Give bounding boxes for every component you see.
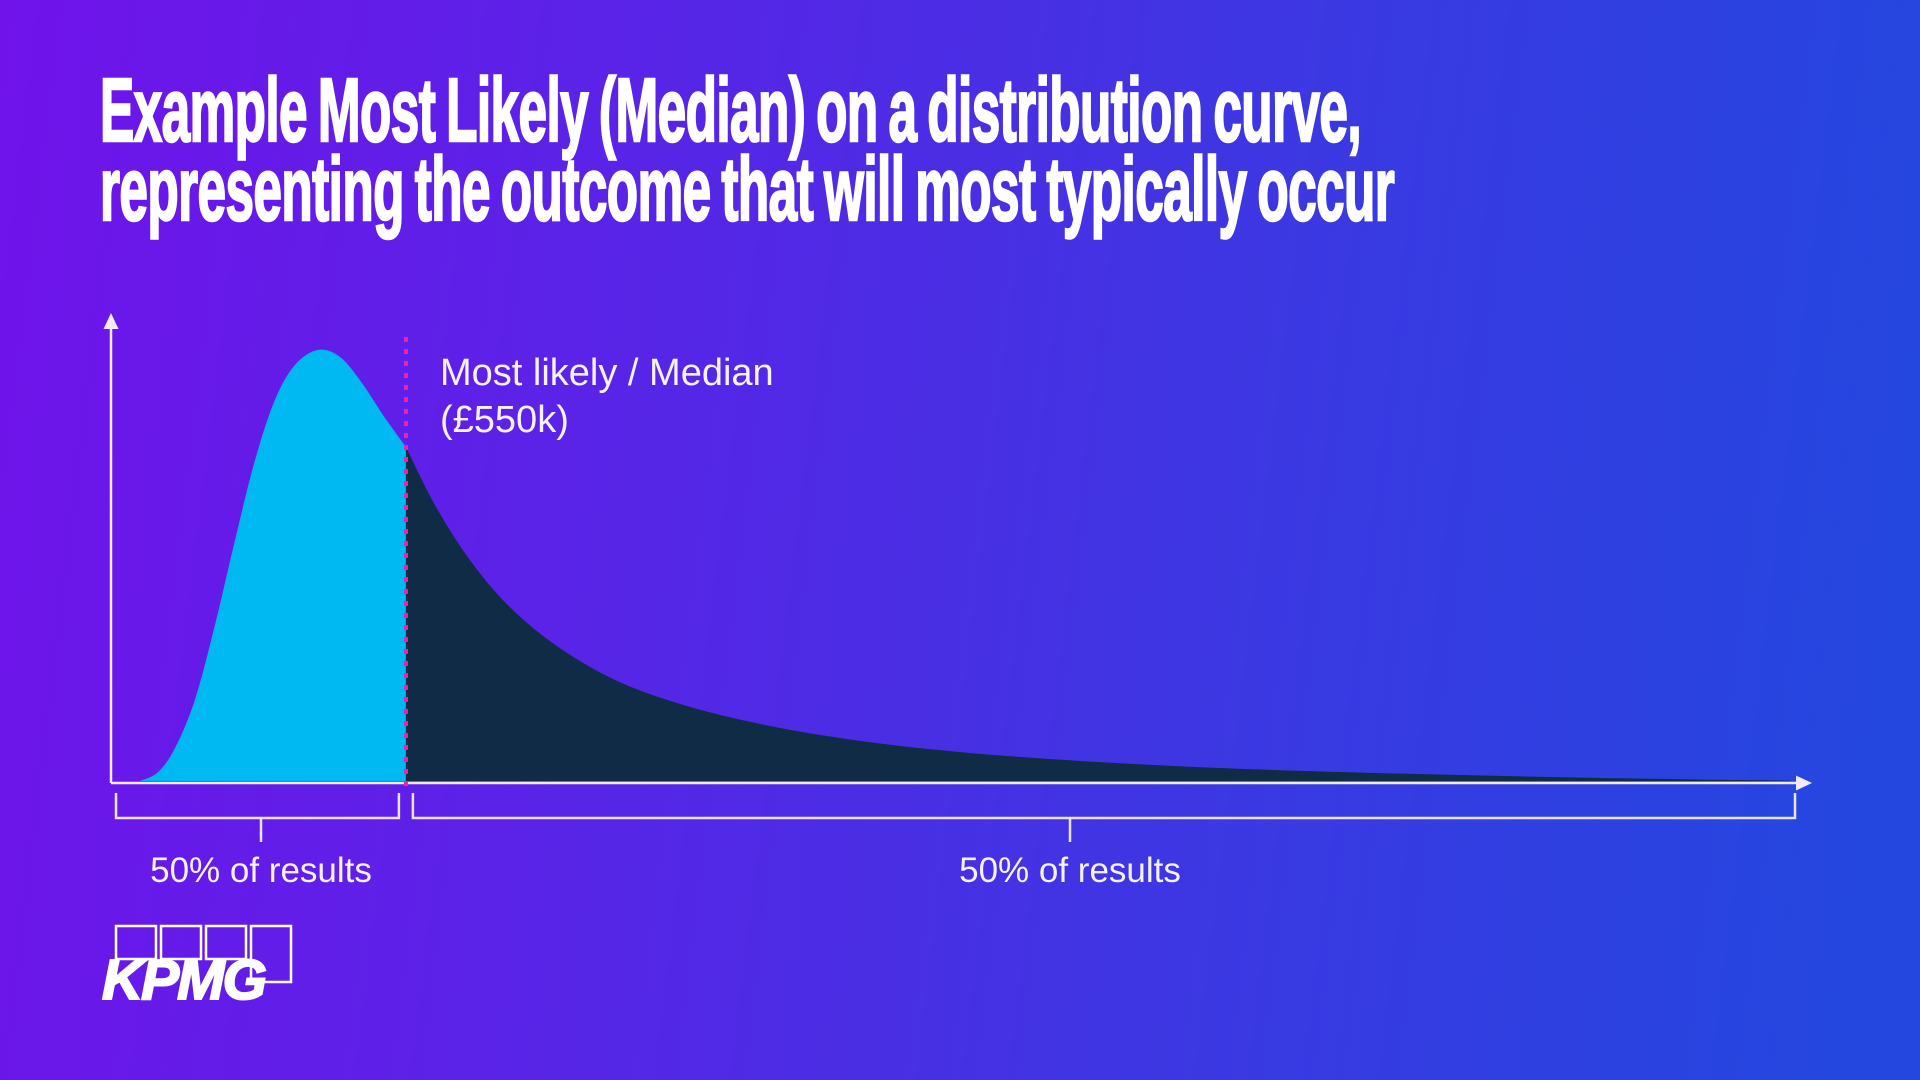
logo-square-4 [249, 924, 293, 984]
distribution-area-left [140, 349, 406, 781]
logo-wordmark: KPMG [102, 948, 266, 1012]
logo-square-1 [114, 924, 158, 961]
page-title-line-2: representing the outcome that will most … [99, 140, 1395, 240]
page-title-line-1: Example Most Likely (Median) on a distri… [99, 61, 1362, 161]
x-axis-arrow [1796, 775, 1812, 791]
median-annotation-line-1: Most likely / Median [440, 352, 774, 394]
logo-square-2 [159, 924, 203, 961]
page-title: Example Most Likely (Median) on a distri… [99, 61, 1395, 240]
median-annotation-line-2: (£550k) [440, 399, 569, 441]
left-bracket [114, 793, 401, 820]
kpmg-logo: KPMG [101, 924, 293, 1013]
segment-label-left: 50% of results [150, 851, 372, 890]
logo-square-3 [204, 924, 248, 961]
y-axis-arrow [103, 313, 119, 329]
right-bracket [411, 793, 1797, 820]
distribution-area-right [405, 446, 1790, 781]
segment-label-right: 50% of results [959, 851, 1181, 890]
median-annotation: Most likely / Median (£550k) [440, 350, 774, 444]
